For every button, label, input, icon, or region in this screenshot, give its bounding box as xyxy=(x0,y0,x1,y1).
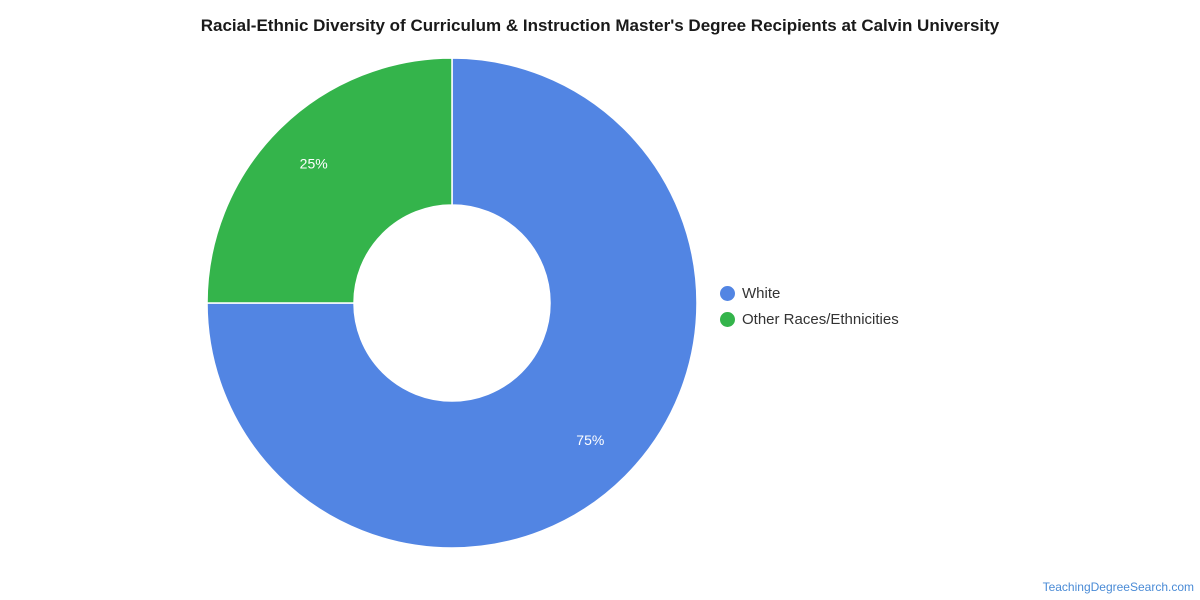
slice-label-other: 25% xyxy=(300,155,328,171)
legend: White Other Races/Ethnicities xyxy=(720,280,899,332)
source-watermark[interactable]: TeachingDegreeSearch.com xyxy=(1042,580,1194,594)
legend-swatch-white xyxy=(720,285,735,301)
chart-title: Racial-Ethnic Diversity of Curriculum & … xyxy=(200,16,1000,35)
legend-item-white[interactable]: White xyxy=(720,280,899,306)
slice-label-white: 75% xyxy=(576,432,604,448)
legend-label-other: Other Races/Ethnicities xyxy=(742,310,899,328)
slice-other[interactable] xyxy=(206,57,453,304)
legend-item-other[interactable]: Other Races/Ethnicities xyxy=(720,306,899,332)
legend-swatch-other xyxy=(720,311,735,327)
legend-label-white: White xyxy=(742,284,781,302)
slice-white[interactable] xyxy=(206,57,698,549)
